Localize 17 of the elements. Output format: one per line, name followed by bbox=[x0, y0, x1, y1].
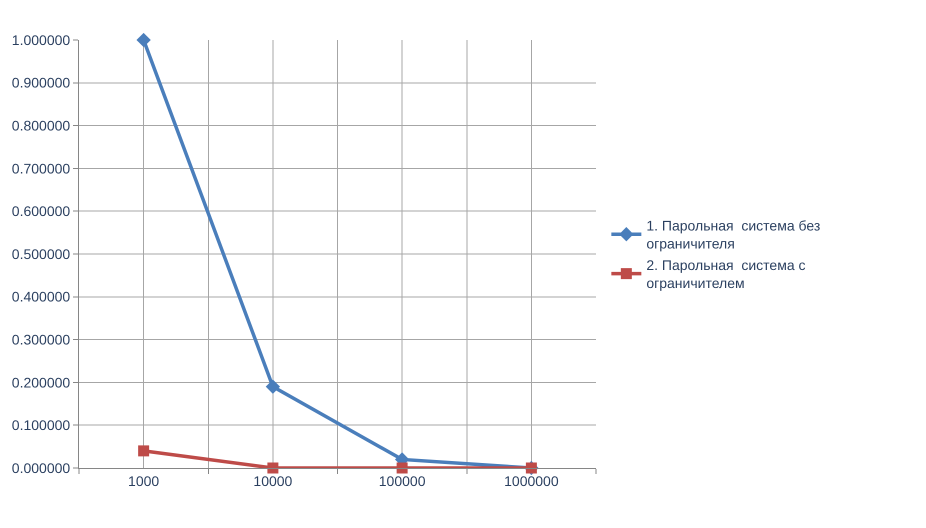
y-tick-label: 0.400000 bbox=[12, 288, 70, 305]
x-tick-label: 100000 bbox=[378, 472, 426, 489]
y-tick-label: 0.900000 bbox=[12, 74, 70, 91]
legend-label: 2. Парольная система с ограничителем bbox=[646, 256, 806, 292]
x-tick-label: 10000 bbox=[253, 472, 293, 489]
y-tick-label: 0.800000 bbox=[12, 118, 70, 134]
x-tick-label: 1000000 bbox=[504, 472, 559, 489]
x-tick-label: 1000 bbox=[128, 472, 160, 489]
y-tick-label: 0.300000 bbox=[12, 332, 70, 348]
y-tick-label: 0.000000 bbox=[12, 460, 70, 476]
y-tick-label: 0.600000 bbox=[12, 203, 70, 220]
y-tick-label: 1.000000 bbox=[12, 32, 70, 48]
y-tick-label: 0.700000 bbox=[12, 160, 70, 176]
legend-label: 1. Парольная система без ограничителя bbox=[646, 218, 820, 252]
y-tick-label: 0.200000 bbox=[12, 374, 70, 390]
y-tick-label: 0.100000 bbox=[12, 417, 70, 434]
y-tick-label: 0.500000 bbox=[12, 246, 70, 262]
